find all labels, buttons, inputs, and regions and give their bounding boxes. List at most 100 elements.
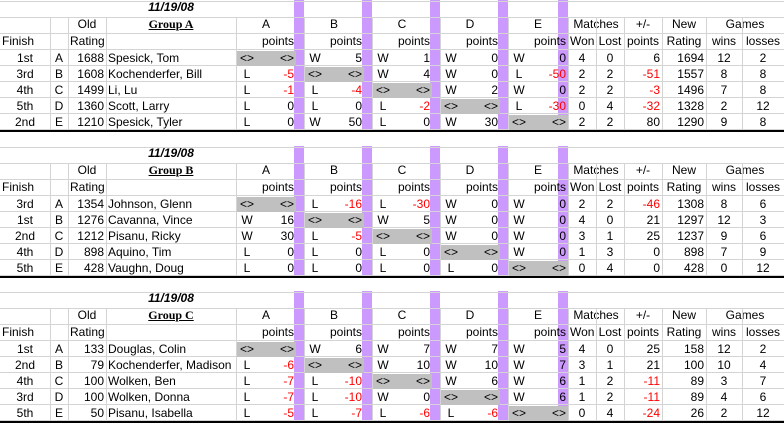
matches-won[interactable]: 0 <box>578 99 586 113</box>
match-result[interactable]: W <box>513 245 525 259</box>
match-result[interactable]: L <box>243 406 251 420</box>
player-name[interactable]: Aquino, Tim <box>108 245 172 259</box>
player-name[interactable]: Spesick, Tom <box>108 51 180 65</box>
match-result[interactable]: L <box>311 406 319 420</box>
match-result[interactable]: W <box>445 358 457 372</box>
match-result[interactable]: W <box>513 342 525 356</box>
group-title[interactable]: Group C <box>148 308 194 322</box>
header-lost[interactable]: Lost <box>598 180 622 194</box>
match-points[interactable]: <> <box>415 374 430 388</box>
match-result[interactable]: <> <box>239 197 254 211</box>
header-old[interactable]: Old <box>77 17 97 31</box>
old-rating[interactable]: 100 <box>83 390 104 404</box>
match-points[interactable]: 6 <box>559 390 566 404</box>
header-won[interactable]: Won <box>570 325 595 339</box>
match-result[interactable]: L <box>379 245 387 259</box>
match-points[interactable]: 2 <box>491 83 498 97</box>
games-losses[interactable]: 6 <box>759 197 767 211</box>
matches-lost[interactable]: 4 <box>606 261 614 275</box>
match-result[interactable]: L <box>379 261 387 275</box>
new-rating[interactable]: 158 <box>683 342 704 356</box>
header-col-a[interactable]: A <box>261 308 270 322</box>
games-losses[interactable]: 9 <box>759 245 767 259</box>
header-finish[interactable]: Finish <box>2 180 35 194</box>
matches-won[interactable]: 4 <box>578 51 586 65</box>
match-points[interactable]: 30 <box>280 229 294 243</box>
group-title[interactable]: Group A <box>148 17 194 31</box>
header-wins[interactable]: wins <box>711 325 736 339</box>
match-points[interactable]: -2 <box>419 99 430 113</box>
match-points[interactable]: 1 <box>423 51 430 65</box>
header-points[interactable]: points <box>397 325 430 339</box>
matches-lost[interactable]: 0 <box>606 51 614 65</box>
match-result[interactable]: L <box>243 83 251 97</box>
player-name[interactable]: Kochenderfer, Madison <box>108 358 232 372</box>
match-points[interactable]: 30 <box>484 115 498 129</box>
games-losses[interactable]: 12 <box>756 261 770 275</box>
points-change[interactable]: 25 <box>646 342 660 356</box>
match-result[interactable]: <> <box>443 99 458 113</box>
match-result[interactable]: W <box>513 83 525 97</box>
match-points[interactable]: 0 <box>423 390 430 404</box>
player-letter[interactable]: A <box>54 342 63 356</box>
match-result[interactable]: L <box>311 229 319 243</box>
finish-place[interactable]: 2nd <box>14 115 36 129</box>
matches-lost[interactable]: 2 <box>606 83 614 97</box>
header-col-d[interactable]: D <box>465 163 475 177</box>
games-wins[interactable]: 12 <box>717 342 731 356</box>
games-wins[interactable]: 2 <box>720 406 728 420</box>
header-points[interactable]: points <box>533 34 566 48</box>
new-rating[interactable]: 428 <box>683 261 704 275</box>
header-points-total[interactable]: points <box>626 34 660 48</box>
matches-won[interactable]: 1 <box>578 390 586 404</box>
match-result[interactable]: <> <box>511 115 526 129</box>
new-rating[interactable]: 898 <box>683 245 704 259</box>
finish-place[interactable]: 5th <box>16 99 34 113</box>
header-points[interactable]: points <box>533 180 566 194</box>
header-points[interactable]: points <box>329 325 362 339</box>
match-points[interactable]: 0 <box>491 197 498 211</box>
games-losses[interactable]: 12 <box>756 406 770 420</box>
match-points[interactable]: 10 <box>416 358 430 372</box>
match-result[interactable]: W <box>377 342 389 356</box>
player-name[interactable]: Wolken, Ben <box>108 374 176 388</box>
header-wins[interactable]: wins <box>711 34 736 48</box>
match-result[interactable]: W <box>445 374 457 388</box>
header-points[interactable]: points <box>261 180 294 194</box>
games-losses[interactable]: 7 <box>759 374 767 388</box>
new-rating[interactable]: 1557 <box>677 67 704 81</box>
old-rating[interactable]: 79 <box>90 358 104 372</box>
points-change[interactable]: 6 <box>653 51 660 65</box>
header-wins[interactable]: wins <box>711 180 736 194</box>
header-new[interactable]: New <box>671 163 696 177</box>
match-result[interactable]: W <box>445 83 457 97</box>
match-result[interactable]: L <box>311 99 319 113</box>
header-losses[interactable]: losses <box>745 325 780 339</box>
match-result[interactable]: W <box>513 197 525 211</box>
match-points[interactable]: 7 <box>491 342 498 356</box>
match-result[interactable]: W <box>513 51 525 65</box>
finish-place[interactable]: 3rd <box>16 67 34 81</box>
header-points-total[interactable]: points <box>626 180 660 194</box>
match-result[interactable]: L <box>311 245 319 259</box>
finish-place[interactable]: 2nd <box>14 229 36 243</box>
header-col-a[interactable]: A <box>261 17 270 31</box>
matches-won[interactable]: 3 <box>578 358 586 372</box>
match-points[interactable]: -16 <box>344 197 362 211</box>
match-result[interactable]: L <box>379 115 387 129</box>
games-losses[interactable]: 8 <box>759 115 767 129</box>
player-letter[interactable]: A <box>54 197 63 211</box>
player-name[interactable]: Li, Lu <box>108 83 138 97</box>
matches-won[interactable]: 1 <box>578 245 586 259</box>
match-result[interactable]: L <box>311 390 319 404</box>
match-points[interactable]: <> <box>551 261 566 275</box>
matches-lost[interactable]: 1 <box>606 229 614 243</box>
player-letter[interactable]: C <box>54 83 64 97</box>
matches-lost[interactable]: 4 <box>606 99 614 113</box>
match-points[interactable]: 0 <box>355 261 362 275</box>
match-result[interactable]: W <box>377 390 389 404</box>
player-name[interactable]: Douglas, Colin <box>108 342 187 356</box>
matches-lost[interactable]: 1 <box>606 358 614 372</box>
finish-place[interactable]: 3rd <box>16 390 34 404</box>
match-points[interactable]: <> <box>483 245 498 259</box>
